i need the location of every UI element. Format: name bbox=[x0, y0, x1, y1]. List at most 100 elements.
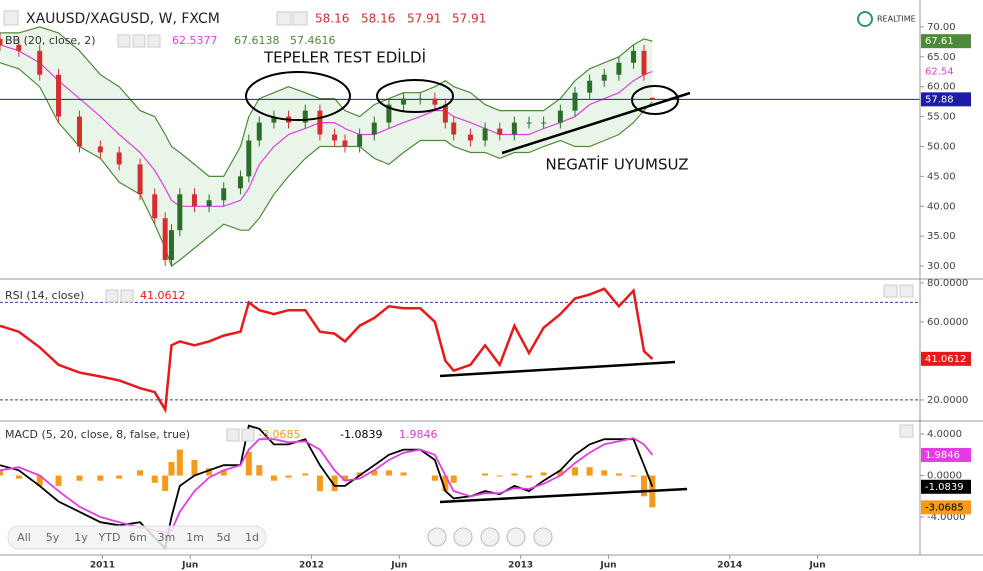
indicator-icon[interactable] bbox=[132, 34, 146, 48]
macd-histogram-bar bbox=[526, 475, 532, 478]
macd-histogram-bar bbox=[557, 470, 564, 476]
indicator-icon[interactable] bbox=[241, 428, 255, 442]
candle-body bbox=[168, 230, 174, 261]
indicator-icon[interactable] bbox=[117, 34, 131, 48]
macd-histogram-bar bbox=[385, 470, 392, 476]
scroll-right-button[interactable] bbox=[533, 527, 553, 547]
candle-body bbox=[526, 122, 532, 124]
realtime-icon bbox=[857, 11, 873, 27]
y-tick-label: 80.0000 bbox=[927, 278, 968, 289]
candle-body bbox=[616, 62, 622, 75]
eye-icon[interactable] bbox=[276, 11, 292, 26]
macd-histogram-bar bbox=[285, 475, 292, 478]
range-button[interactable]: 1m bbox=[186, 531, 204, 544]
macd-histogram-bar bbox=[316, 475, 323, 492]
zoom-out-button[interactable] bbox=[453, 527, 473, 547]
rsi-line bbox=[0, 287, 654, 414]
candle-body bbox=[557, 110, 563, 123]
candle-body bbox=[482, 128, 488, 141]
x-tick-label: 2014 bbox=[717, 561, 742, 571]
macd-histogram-bar bbox=[162, 475, 169, 492]
candle-body bbox=[162, 218, 168, 261]
y-tick-label: 30.00 bbox=[927, 261, 956, 272]
price-badge bbox=[921, 447, 971, 462]
candle-body bbox=[601, 74, 607, 81]
move-up-button[interactable] bbox=[883, 284, 898, 298]
candle-body bbox=[152, 194, 158, 219]
macd-histogram-bar bbox=[245, 451, 252, 476]
indicator-icon[interactable] bbox=[120, 289, 134, 303]
candle-body bbox=[587, 80, 593, 93]
price-badge-label: -3.0685 bbox=[925, 502, 964, 513]
zoom-in-button[interactable] bbox=[506, 527, 526, 547]
range-button[interactable]: 1d bbox=[245, 531, 259, 544]
price-axis: 30.00 35.00 40.00 45.00 50.00 55.00 60.00 65.00… bbox=[920, 22, 968, 523]
indicator-icon[interactable] bbox=[226, 428, 240, 442]
candle-body bbox=[572, 92, 578, 111]
price-badge-label: 67.61 bbox=[925, 36, 954, 47]
range-button[interactable]: 5d bbox=[217, 531, 231, 544]
candle-body bbox=[442, 104, 448, 123]
range-button[interactable]: YTD bbox=[98, 531, 121, 544]
candle-body bbox=[451, 122, 457, 135]
macd-histogram-bar bbox=[302, 473, 309, 476]
macd-histogram-bar bbox=[482, 473, 489, 476]
ellipse-drawing bbox=[631, 85, 679, 115]
ellipse-drawing bbox=[245, 71, 351, 121]
range-buttons: All 5y 1y YTD 6m 3m 1m 5d 1d bbox=[17, 531, 259, 544]
realtime-label: REALTIME bbox=[877, 15, 916, 24]
range-toolbar bbox=[7, 525, 267, 550]
range-button[interactable]: 6m bbox=[129, 531, 147, 544]
range-button[interactable]: 3m bbox=[158, 531, 176, 544]
bb-middle-value: 62.5377 bbox=[172, 34, 218, 47]
y-tick-label: 65.00 bbox=[927, 52, 956, 63]
y-tick-label: 55.00 bbox=[927, 112, 956, 123]
move-down-button[interactable] bbox=[899, 284, 914, 298]
range-button[interactable]: 1y bbox=[74, 531, 88, 544]
scroll-left-button[interactable] bbox=[427, 527, 447, 547]
price-badge-label: 57.88 bbox=[925, 94, 954, 105]
candle-body bbox=[191, 194, 197, 207]
bb-line bbox=[0, 26, 653, 177]
macd-histogram-bar bbox=[540, 472, 547, 476]
candle-body bbox=[76, 116, 82, 147]
macd-histogram-bar bbox=[15, 475, 22, 479]
trend-line bbox=[439, 487, 688, 504]
move-up-button[interactable] bbox=[899, 424, 914, 438]
indicator-icon[interactable] bbox=[105, 289, 119, 303]
candle-body bbox=[332, 134, 338, 141]
macd-histogram-bar bbox=[270, 475, 277, 481]
price-badge-label: 41.0612 bbox=[925, 354, 966, 365]
macd-histogram-bar bbox=[176, 449, 183, 476]
reset-button[interactable] bbox=[480, 527, 500, 547]
candle-body bbox=[177, 194, 183, 231]
x-tick-label: Jun bbox=[181, 561, 198, 571]
range-button[interactable]: 5y bbox=[46, 531, 60, 544]
candle-body bbox=[417, 98, 423, 100]
range-button[interactable]: All bbox=[17, 531, 31, 544]
macd-histogram-bar bbox=[615, 473, 622, 476]
macd-histogram-bar bbox=[36, 475, 43, 486]
annotation: NEGATİF UYUMSUZ bbox=[546, 155, 689, 174]
macd-value: -1.0839 bbox=[340, 428, 382, 441]
y-tick-label: -4.0000 bbox=[927, 512, 966, 523]
macd-histogram-bar bbox=[496, 475, 503, 477]
candle-body bbox=[271, 116, 277, 123]
collapse-icon[interactable] bbox=[3, 10, 19, 26]
bb-title: BB (20, close, 2) bbox=[5, 34, 96, 47]
settings-icon[interactable] bbox=[292, 11, 308, 26]
y-tick-label: 50.00 bbox=[927, 141, 956, 152]
candle-body bbox=[302, 110, 308, 123]
x-tick-label: 2011 bbox=[90, 561, 115, 571]
y-tick-label: 20.0000 bbox=[927, 395, 968, 406]
bb-line bbox=[0, 44, 653, 207]
x-tick-label: Jun bbox=[808, 561, 825, 571]
indicator-icon[interactable] bbox=[147, 34, 161, 48]
macd-histogram-bar bbox=[206, 468, 213, 476]
candle-body bbox=[116, 152, 122, 165]
y-tick-label: 0.0000 bbox=[927, 471, 962, 482]
macd-histogram-bar bbox=[191, 459, 198, 476]
macd-histogram-bar bbox=[450, 475, 457, 483]
